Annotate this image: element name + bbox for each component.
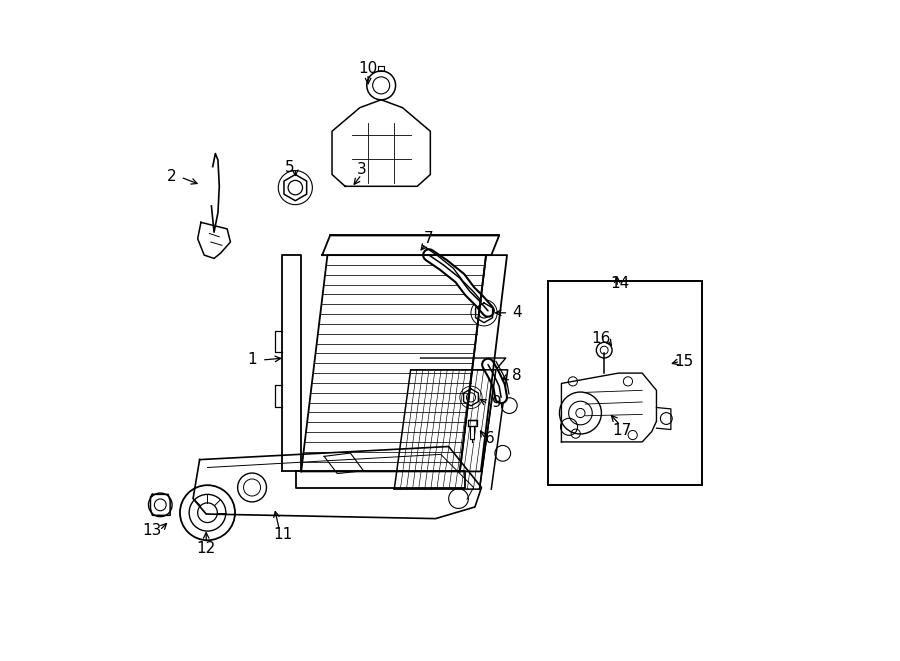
Text: 5: 5 (284, 161, 294, 175)
Text: 13: 13 (142, 523, 161, 538)
Text: 8: 8 (512, 368, 522, 383)
Text: 3: 3 (356, 163, 366, 177)
Text: 17: 17 (612, 422, 632, 438)
Text: 16: 16 (591, 331, 610, 346)
Text: 11: 11 (274, 527, 292, 543)
Text: 9: 9 (492, 395, 502, 410)
Text: 15: 15 (674, 354, 694, 369)
Text: 6: 6 (484, 431, 494, 446)
Text: 12: 12 (196, 541, 216, 556)
Bar (548, 282, 702, 485)
Text: 4: 4 (512, 305, 522, 321)
Text: 10: 10 (358, 61, 378, 76)
Text: 14: 14 (611, 276, 630, 291)
Text: 2: 2 (166, 169, 176, 184)
Text: 1: 1 (248, 352, 256, 368)
Text: 7: 7 (424, 231, 434, 247)
